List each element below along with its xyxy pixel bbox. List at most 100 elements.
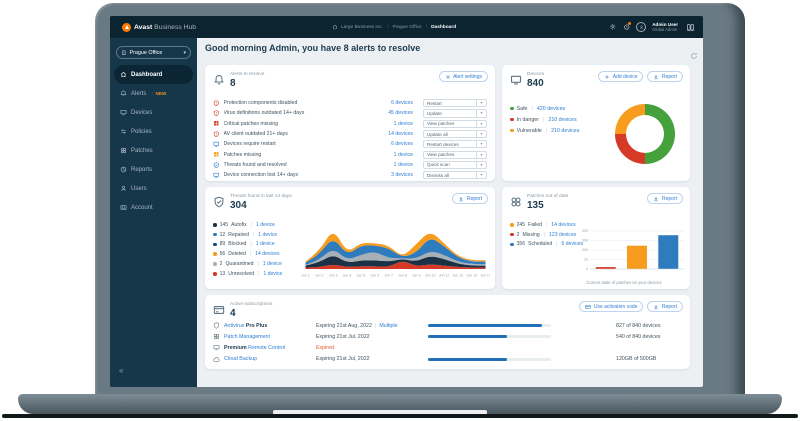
alert-label: Critical patches missing — [223, 120, 279, 127]
sidebar-item-label: Users — [131, 185, 147, 192]
subscription-row: Cloud Backup Expiring 21st Jul, 2022| 12… — [213, 354, 682, 365]
use-activation-code-button[interactable]: Use activation code — [579, 301, 644, 312]
legend-item: 56 Deleted | 14 devices — [213, 249, 282, 259]
subscription-name-link[interactable]: Patch Management — [224, 333, 270, 340]
legend-value-link[interactable]: 1 device — [255, 241, 275, 248]
chevron-down-icon: ▾ — [476, 99, 486, 108]
subscription-name-link[interactable]: Antivirus Pro Plus — [224, 322, 268, 329]
breadcrumb-item[interactable]: Large Business Inc. — [341, 24, 384, 30]
alert-action-select[interactable]: Update ▾ — [423, 109, 487, 118]
legend-value-link[interactable]: 210 devices — [551, 127, 580, 134]
building-icon — [121, 50, 127, 56]
svg-text:300: 300 — [582, 239, 588, 243]
sidebar-collapse-button[interactable]: « — [119, 366, 124, 375]
breadcrumb-item[interactable]: Prague Office — [392, 24, 422, 30]
brand[interactable]: Avast Business Hub — [122, 16, 196, 38]
chevron-down-icon: ▾ — [476, 150, 486, 159]
legend-value-link[interactable]: 1 device — [258, 231, 278, 238]
legend-item: 245 Failed | 14 devices — [510, 220, 583, 230]
alert-row: Threats found and resolved 1 device Quic… — [213, 160, 487, 170]
subscriptions-report-button[interactable]: Report — [647, 301, 683, 312]
alert-action-select[interactable]: Restart devices ▾ — [423, 140, 487, 149]
refresh-icon[interactable] — [690, 52, 698, 60]
sidebar-item-reports[interactable]: Reports — [114, 160, 193, 179]
legend-value-link[interactable]: 420 devices — [536, 105, 566, 112]
alert-device-count-link[interactable]: 6 devices — [391, 141, 413, 148]
alert-action-select[interactable]: Quick scan ▾ — [423, 160, 487, 170]
alert-row: Device connection lost 14+ days 3 device… — [213, 170, 487, 180]
sidebar-item-devices[interactable]: Devices — [114, 103, 193, 122]
legend-value-link[interactable]: 1 device — [263, 270, 283, 277]
alert-settings-label: Alert settings — [453, 73, 482, 80]
add-device-button[interactable]: Add device — [598, 71, 644, 82]
sidebar-item-patches[interactable]: Patches — [114, 141, 193, 160]
subscription-icon — [213, 356, 220, 363]
alert-device-count-link[interactable]: 14 devices — [388, 131, 413, 138]
subscription-progress-track — [428, 335, 551, 339]
alert-settings-button[interactable]: Alert settings — [438, 71, 488, 82]
threats-report-button[interactable]: Report — [452, 193, 488, 204]
legend-value-link[interactable]: 210 devices — [548, 116, 577, 123]
legend-item: 2 Quarantined | 1 device — [213, 259, 282, 269]
legend-value-link[interactable]: 6 devices — [561, 241, 584, 248]
multiple-link[interactable]: Multiple — [379, 322, 398, 329]
legend-value-link[interactable]: 123 devices — [549, 231, 577, 238]
alert-action-select[interactable]: Dismiss all ▾ — [423, 171, 487, 180]
legend-value-link[interactable]: 14 devices — [551, 221, 576, 228]
home-icon[interactable] — [332, 24, 338, 30]
alert-device-count-link[interactable]: 45 devices — [388, 110, 413, 117]
breadcrumb-item[interactable]: Dashboard — [431, 24, 457, 30]
svg-text:Jun 4: Jun 4 — [343, 274, 352, 278]
legend-count: 13 — [219, 270, 226, 277]
threats-legend: 145 Autofix | 1 device 12 Repaired | 1 d… — [213, 220, 282, 279]
devices-card: Devices 840 Add device Report Safe | 420… — [502, 65, 690, 181]
subscription-icon — [213, 333, 220, 340]
devices-card-title: Devices — [527, 72, 545, 77]
svg-text:Jun 5: Jun 5 — [357, 274, 366, 278]
alert-type-icon — [213, 110, 220, 117]
alert-action-select[interactable]: Update all ▾ — [423, 129, 487, 139]
alert-device-count-link[interactable]: 6 devices — [391, 100, 413, 107]
alert-device-count-link[interactable]: 1 device — [393, 120, 413, 127]
nav-icon — [120, 109, 127, 116]
alert-device-count-link[interactable]: 3 devices — [391, 172, 413, 179]
badge-wrap: | NEW — [152, 90, 167, 97]
sidebar-item-dashboard[interactable]: Dashboard — [114, 65, 193, 84]
brand-name-rest: Business Hub — [154, 23, 197, 31]
gear-icon — [445, 74, 451, 80]
alert-action-select[interactable]: Restart ▾ — [423, 99, 487, 108]
sidebar-item-policies[interactable]: Policies — [114, 122, 193, 141]
chevron-down-icon: ▾ — [476, 130, 486, 139]
bell-icon — [213, 74, 225, 86]
subscription-name-link[interactable]: Premium Remote Control — [224, 344, 286, 351]
patches-card: Patches out of date 135 Report 245 Faile… — [502, 187, 690, 289]
alert-action-label: Update all — [427, 131, 448, 137]
legend-value-link[interactable]: 1 device — [256, 221, 275, 228]
alert-action-select[interactable]: View patches ▾ — [423, 150, 487, 159]
plus-icon — [604, 74, 610, 80]
brand-name-bold: Avast — [134, 23, 153, 31]
alert-device-count-link[interactable]: 1 device — [393, 151, 413, 158]
devices-report-button[interactable]: Report — [647, 71, 683, 82]
resources-book-icon[interactable] — [686, 23, 695, 32]
patches-report-button[interactable]: Report — [647, 193, 683, 204]
sidebar-item-users[interactable]: Users — [114, 179, 193, 198]
user-avatar[interactable] — [636, 22, 647, 32]
legend-label: Deleted — [228, 251, 246, 258]
user-menu[interactable]: Admin User Global Admin — [652, 22, 678, 33]
settings-gear-icon[interactable] — [609, 23, 617, 31]
sidebar-item-alerts[interactable]: Alerts | NEW — [114, 84, 193, 103]
subscription-name-link[interactable]: Cloud Backup — [224, 356, 257, 363]
alert-device-count-link[interactable]: 1 device — [393, 161, 413, 168]
office-selector[interactable]: Prague Office ▾ — [116, 46, 191, 59]
legend-label: Quarantined — [225, 261, 254, 268]
sidebar-item-account[interactable]: Account — [114, 198, 193, 217]
topbar-actions: Admin User Global Admin — [609, 16, 695, 38]
credit-card-icon — [213, 304, 225, 316]
legend-value-link[interactable]: 14 devices — [255, 251, 280, 258]
notifications-icon[interactable] — [623, 22, 632, 31]
legend-label: Safe — [516, 105, 528, 112]
legend-value-link[interactable]: 1 device — [262, 261, 282, 268]
sidebar-item-label: Reports — [131, 166, 153, 173]
alert-action-select[interactable]: View patches ▾ — [423, 119, 487, 128]
